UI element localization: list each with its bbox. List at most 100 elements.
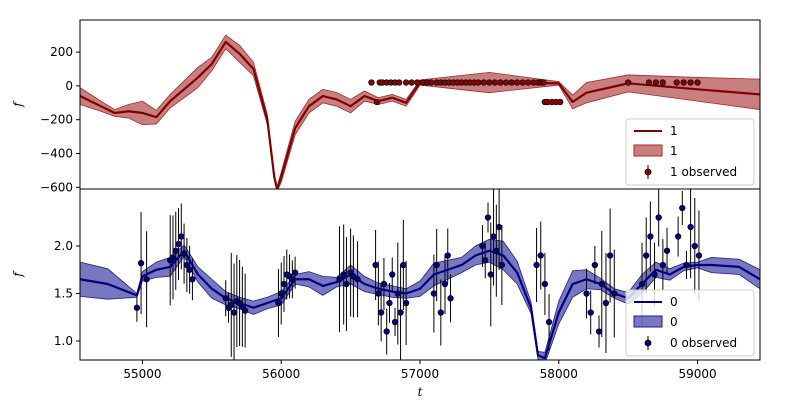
observed-point [484,214,492,221]
top-y-axis-label: f [11,100,25,108]
observed-point [373,98,381,106]
observed-point [487,271,494,278]
observed-point [479,242,486,250]
observed-point [480,79,487,86]
bottom-observed-points [133,204,703,335]
y-tick-label: −200 [40,113,73,127]
observed-point [180,250,188,257]
top-legend-band-label: 1 [670,144,678,158]
observed-point [291,269,299,276]
observed-point [386,299,393,307]
observed-point [475,79,482,86]
observed-point [611,290,618,297]
observed-point [687,79,694,86]
observed-point [541,280,549,288]
observed-point [389,271,396,278]
observed-point [186,266,193,273]
observed-point [497,79,504,86]
bottom-x-ticks: 55000 56000 57000 58000 59000 [123,360,717,381]
observed-point [375,290,382,297]
observed-point [490,233,497,240]
top-y-ticks: 200 0 −200 −400 −600 [40,45,80,194]
y-tick-label: 1.5 [54,287,73,301]
bottom-legend-box [625,289,755,357]
observed-point [172,247,179,254]
observed-point [278,290,285,297]
observed-point [275,299,282,307]
x-tick-label: 58000 [540,367,578,381]
observed-point [491,79,499,86]
observed-point [441,280,449,288]
y-tick-label: 0 [65,79,73,93]
observed-point [495,223,503,231]
observed-point [137,259,145,267]
observed-point [602,299,610,307]
bottom-legend-line-label: 0 [670,295,678,309]
observed-point [533,261,540,269]
observed-point [647,233,654,240]
observed-point [680,79,687,86]
bottom-y-ticks: 2.0 1.5 1.0 [54,239,80,348]
observed-point [502,79,510,86]
observed-point [222,295,229,302]
observed-point [397,309,404,316]
observed-point [169,254,177,261]
x-tick-label: 55000 [123,367,161,381]
observed-point [519,79,526,86]
bottom-confidence-band [80,238,760,360]
observed-point [372,261,379,269]
observed-point [673,79,680,86]
observed-point [427,79,435,86]
bottom-legend-band-swatch [633,315,663,328]
observed-point [394,290,401,297]
y-tick-label: 2.0 [54,239,73,253]
observed-point [591,261,599,269]
top-legend-point-swatch [644,168,652,176]
observed-point [638,280,646,288]
observed-point [280,280,288,288]
observed-point [482,257,489,264]
observed-point [645,79,653,86]
observed-point [241,307,249,314]
observed-point [400,261,407,269]
observed-point [493,247,500,254]
observed-point [498,261,506,269]
top-observed-points [368,79,701,106]
observed-point [408,79,415,86]
observed-point [659,79,667,86]
observed-point [679,204,686,212]
top-legend-band-swatch [633,144,663,157]
bottom-legend-point-swatch [644,339,652,347]
observed-point [228,301,235,309]
observed-point [663,247,671,254]
observed-point [587,309,594,316]
observed-point [402,79,410,86]
observed-point [540,79,547,86]
top-legend-box [625,118,755,186]
top-legend: 1 1 1 observed [625,118,755,186]
observed-point [695,252,703,259]
observed-point [396,79,403,86]
observed-point [368,79,375,86]
observed-point [340,271,347,278]
observed-point [659,261,667,269]
observed-point [651,271,658,278]
observed-point [336,276,343,283]
observed-point [414,79,421,86]
observed-point [674,233,682,240]
top-panel: 200 0 −200 −400 −600 f 1 1 1 observed [11,19,761,194]
bottom-legend-band-label: 0 [670,315,678,329]
observed-point [545,318,553,326]
observed-point [377,309,385,316]
observed-point [183,261,191,269]
observed-point [652,79,660,86]
observed-point [289,276,296,283]
top-legend-points-label: 1 observed [670,165,737,179]
y-tick-label: 200 [50,45,73,59]
observed-point [557,98,564,106]
observed-point [354,276,361,283]
y-tick-label: 1.0 [54,334,73,348]
bottom-legend: 0 0 0 observed [625,289,755,357]
x-tick-label: 57000 [401,367,439,381]
